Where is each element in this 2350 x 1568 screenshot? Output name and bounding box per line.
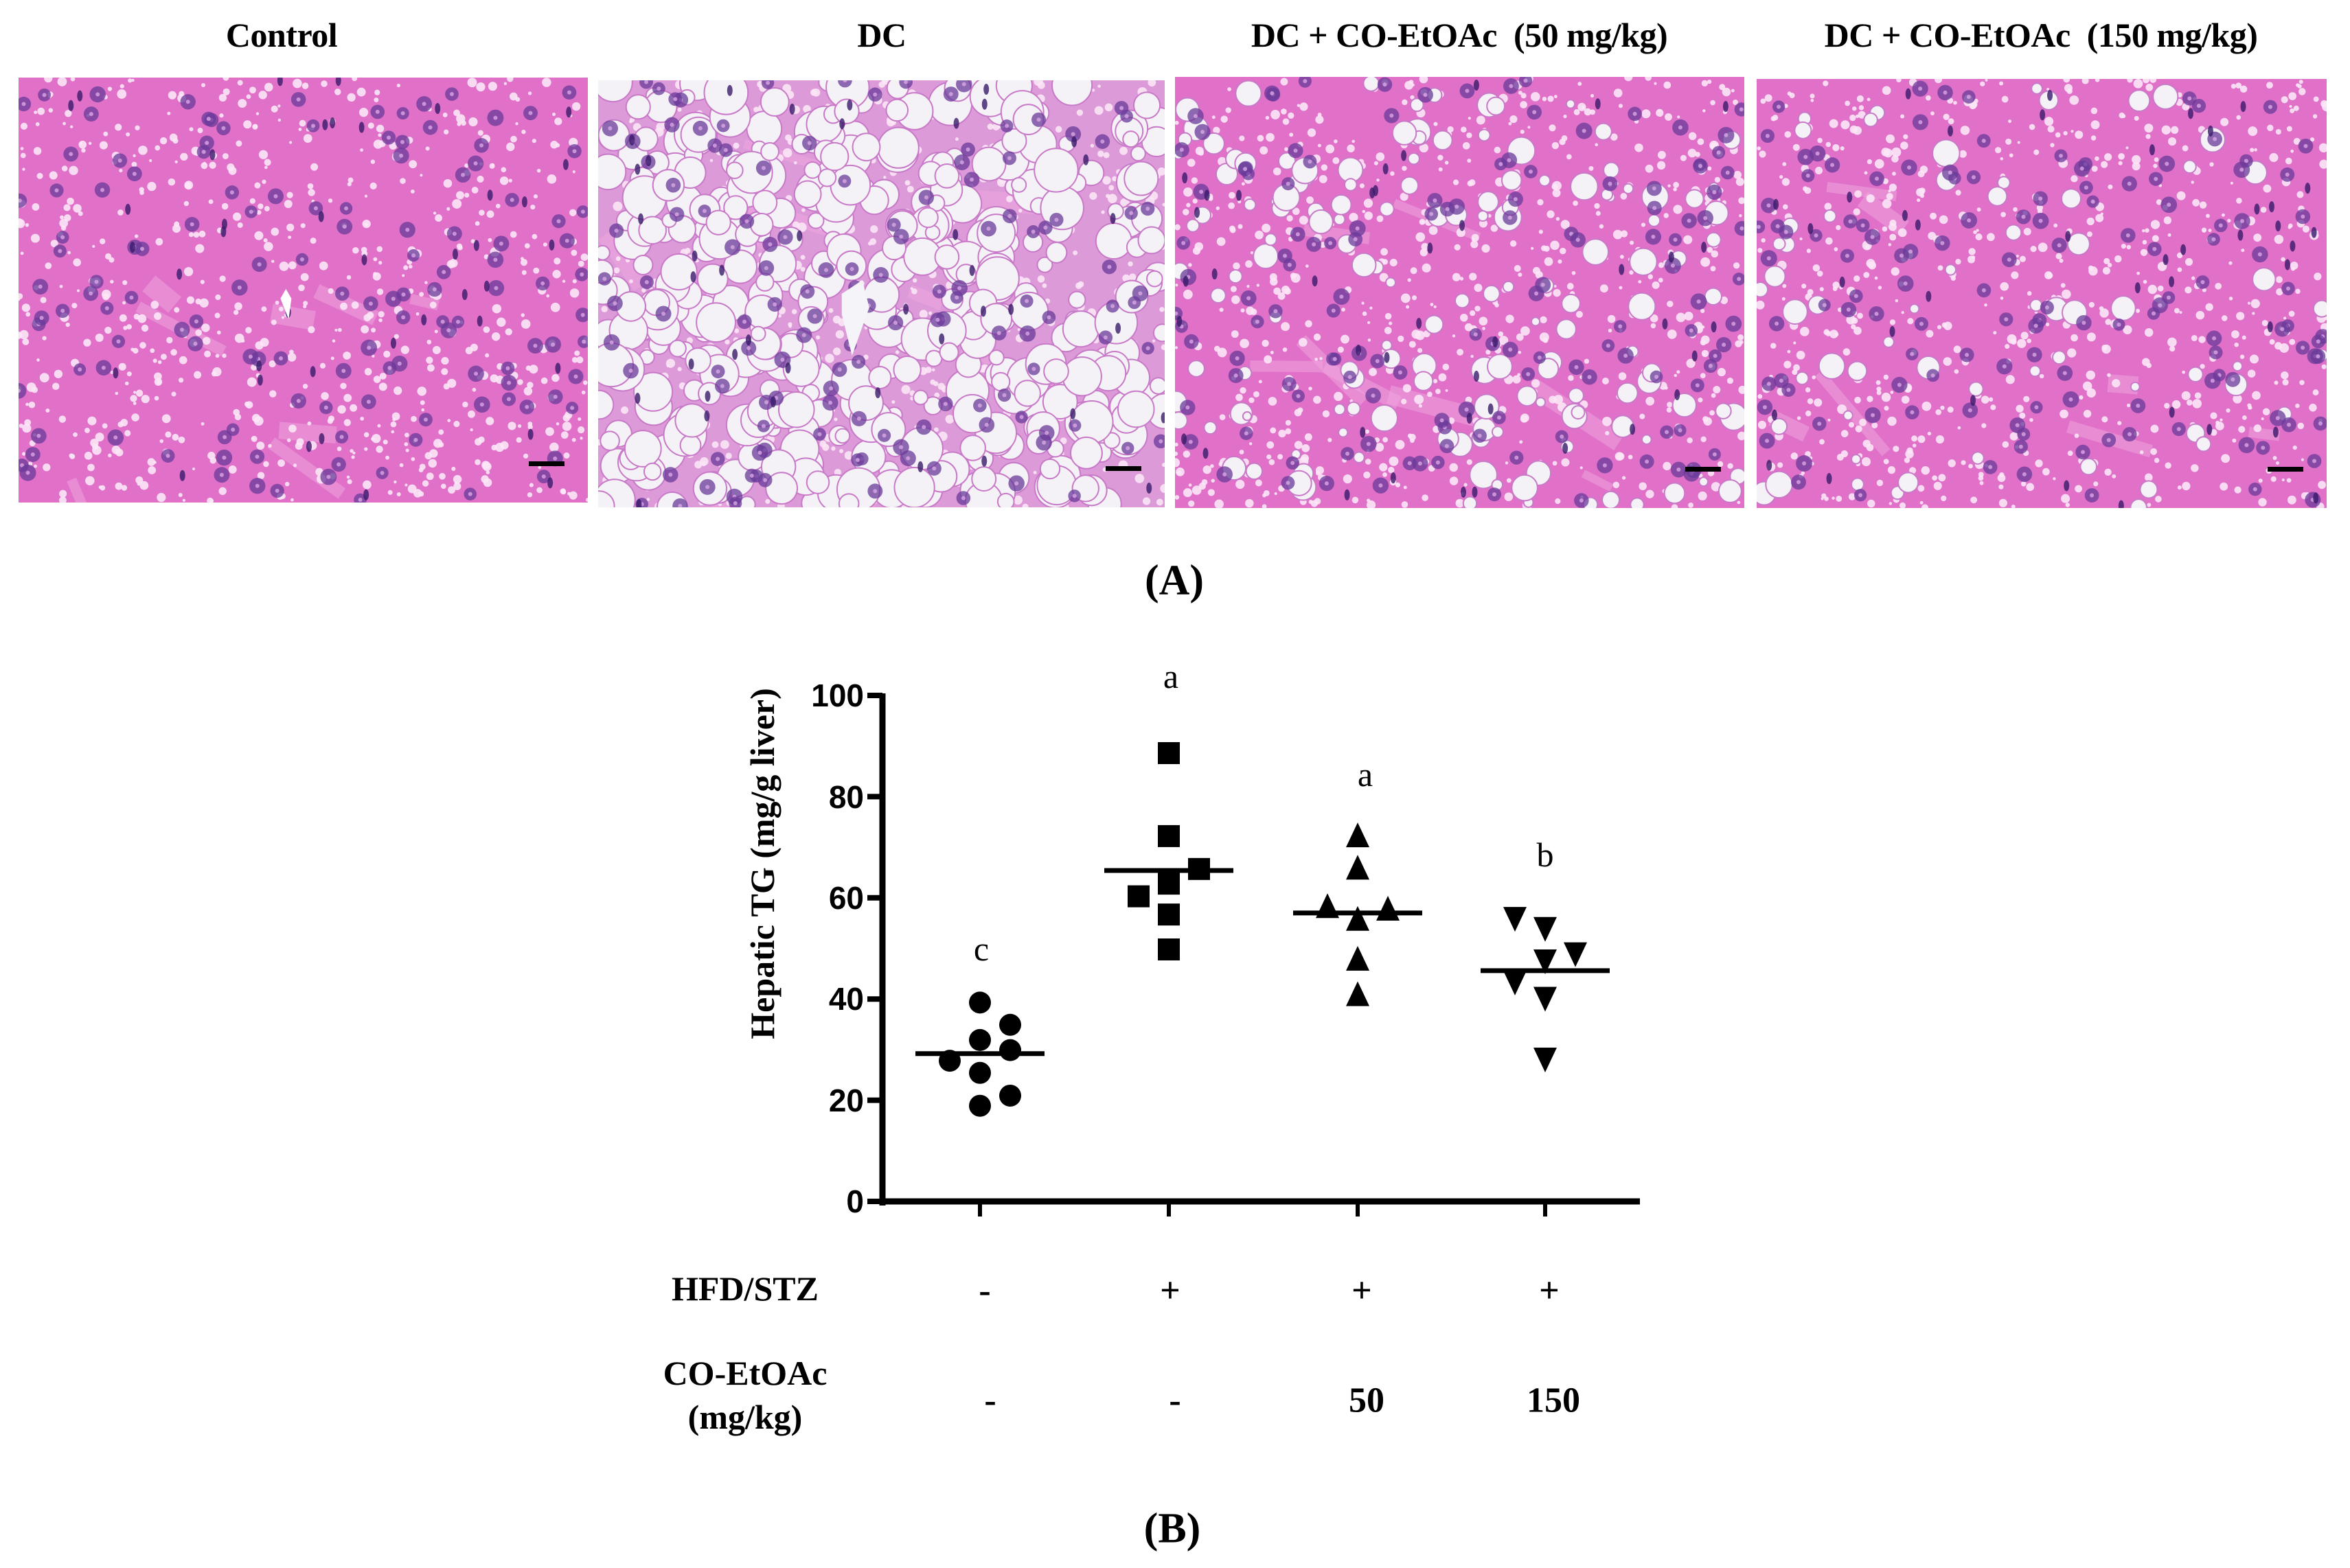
co-etoac-control: - <box>984 1381 996 1420</box>
tissue-texture <box>598 80 1165 507</box>
y-tick-100: 100 <box>811 678 864 713</box>
panel-label-b: (B) <box>1143 1505 1201 1552</box>
histology-image-dc-50 <box>1175 77 1744 508</box>
histology-image-dc <box>598 80 1165 507</box>
data-point-triangle-down <box>1533 1047 1557 1072</box>
histology-title-dc-150: DC + CO-EtOAc (150 mg/kg) <box>1824 16 2258 54</box>
y-tick-20: 20 <box>828 1083 864 1118</box>
data-point-triangle-up <box>1346 906 1369 931</box>
histology-title-dc-50: DC + CO-EtOAc (50 mg/kg) <box>1251 16 1668 54</box>
hfd-stz-dc-50: + <box>1351 1271 1372 1311</box>
row-label-hfd-stz: HFD/STZ <box>672 1269 819 1308</box>
data-point-triangle-up <box>1376 895 1400 921</box>
row-label-co-etoac: CO-EtOAc (mg/kg) <box>663 1354 828 1436</box>
hfd-stz-dc-150: + <box>1539 1271 1560 1311</box>
significance-letter-dc-50: a <box>1357 755 1373 794</box>
tissue-texture <box>1175 77 1744 508</box>
data-point-circle <box>969 1028 991 1051</box>
data-point-triangle-up <box>1346 945 1369 971</box>
co-etoac-dc: - <box>1169 1381 1181 1420</box>
co-etoac-dc-150: 150 <box>1527 1381 1580 1420</box>
data-point-circle <box>969 1094 991 1117</box>
histology-image-control <box>19 78 588 503</box>
data-point-triangle-down <box>1503 970 1527 995</box>
data-point-circle <box>999 1013 1021 1036</box>
tissue-texture <box>1757 79 2327 508</box>
histology-title-dc: DC <box>857 16 906 54</box>
histology-title-control: Control <box>225 16 338 54</box>
data-point-circle <box>969 1061 991 1084</box>
data-point-triangle-down <box>1533 916 1557 942</box>
data-point-triangle-down <box>1533 949 1557 974</box>
data-point-square <box>1158 825 1180 847</box>
y-tick-0: 0 <box>846 1184 864 1219</box>
data-point-triangle-up <box>1346 981 1369 1006</box>
data-point-triangle-down <box>1533 987 1557 1012</box>
data-point-square <box>1158 903 1180 926</box>
hfd-stz-dc: + <box>1160 1271 1180 1311</box>
data-point-square <box>1158 938 1180 960</box>
co-etoac-dc-50: 50 <box>1349 1381 1384 1420</box>
data-point-triangle-down <box>1564 942 1587 967</box>
hfd-stz-control: - <box>979 1271 991 1311</box>
data-point-triangle-up <box>1346 855 1369 880</box>
panel-label-a: (A) <box>1144 557 1205 604</box>
histology-image-dc-150 <box>1757 79 2327 508</box>
data-point-circle <box>999 1039 1021 1061</box>
significance-letter-dc-150: b <box>1536 835 1554 874</box>
significance-letter-control: c <box>973 930 990 968</box>
data-point-square <box>1128 885 1150 908</box>
data-point-triangle-down <box>1503 907 1527 932</box>
y-tick-80: 80 <box>828 779 864 815</box>
data-point-circle <box>999 1084 1021 1107</box>
data-point-square <box>1158 873 1180 895</box>
data-point-triangle-up <box>1346 822 1369 848</box>
tissue-texture <box>19 78 588 503</box>
y-axis-label: Hepatic TG (mg/g liver) <box>743 688 782 1039</box>
data-point-circle <box>969 991 991 1014</box>
data-point-square <box>1158 742 1180 765</box>
y-tick-60: 60 <box>828 880 864 916</box>
y-tick-40: 40 <box>828 981 864 1017</box>
significance-letter-dc: a <box>1163 657 1179 695</box>
